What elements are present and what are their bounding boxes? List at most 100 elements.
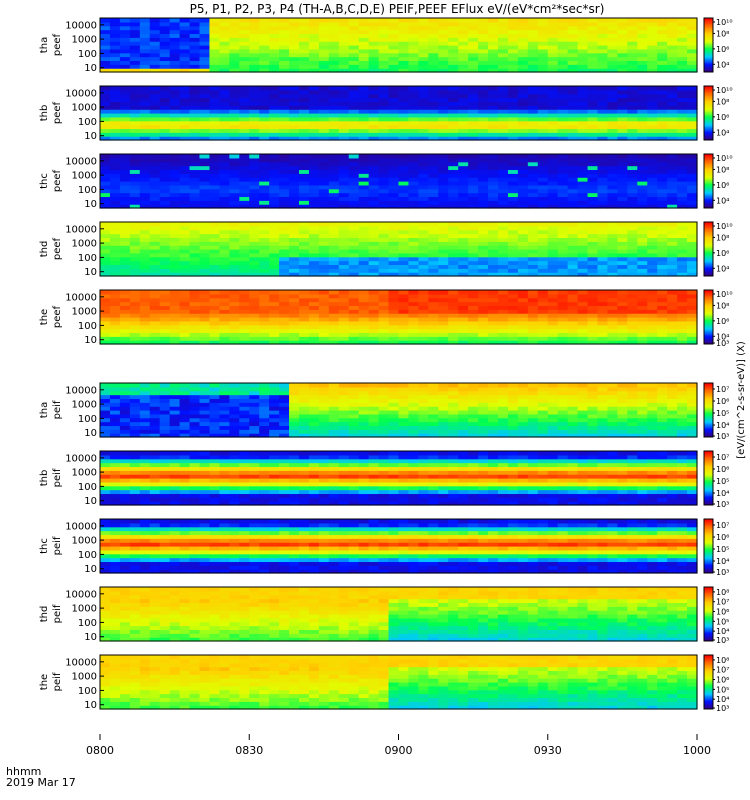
heatmap-cell	[229, 56, 240, 62]
heatmap-cell	[289, 222, 300, 227]
heatmap-cell	[517, 25, 529, 31]
heatmap-cell	[199, 136, 211, 141]
heatmap-cell	[478, 48, 489, 54]
heatmap-cell	[129, 37, 141, 42]
heatmap-cell	[358, 68, 370, 73]
heatmap-cell	[229, 165, 240, 171]
heatmap-cell	[607, 297, 618, 303]
heatmap-cell	[388, 429, 400, 434]
heatmap-cell	[687, 264, 698, 269]
heatmap-cell	[269, 293, 280, 299]
colorbar-segment	[704, 24, 713, 27]
heatmap-cell	[358, 293, 370, 299]
heatmap-cell	[169, 188, 181, 194]
heatmap-cell	[428, 340, 439, 345]
heatmap-cell	[537, 177, 549, 182]
heatmap-cell	[448, 37, 459, 42]
heatmap-cell	[269, 222, 280, 227]
heatmap-cell	[537, 37, 549, 42]
heatmap-cell	[557, 309, 569, 314]
heatmap-cell	[428, 41, 439, 46]
heatmap-cell	[129, 196, 141, 201]
heatmap-cell	[507, 252, 519, 258]
heatmap-cell	[219, 324, 230, 330]
heatmap-cell	[338, 249, 350, 254]
heatmap-cell	[100, 305, 111, 310]
heatmap-cell	[647, 320, 658, 326]
heatmap-cell	[358, 301, 370, 307]
heatmap-cell	[229, 41, 240, 46]
heatmap-cell	[209, 188, 220, 194]
heatmap-cell	[338, 241, 350, 246]
heatmap-cell	[368, 413, 380, 419]
heatmap-cell	[378, 177, 390, 182]
heatmap-cell	[269, 233, 280, 239]
heatmap-cell	[219, 340, 230, 345]
heatmap-cell	[647, 157, 658, 163]
heatmap-cell	[269, 68, 280, 73]
colorbar-segment	[704, 121, 713, 123]
heatmap-cell	[289, 45, 300, 50]
heatmap-cell	[199, 272, 211, 277]
heatmap-cell	[169, 301, 181, 307]
heatmap-cell	[348, 313, 360, 318]
heatmap-cell	[657, 204, 668, 209]
heatmap-cell	[259, 105, 270, 110]
heatmap-cell	[348, 204, 360, 209]
heatmap-cell	[547, 272, 559, 277]
heatmap-cell	[109, 60, 121, 65]
heatmap-cell	[328, 394, 340, 400]
heatmap-cell	[537, 260, 549, 266]
heatmap-cell	[299, 429, 310, 434]
heatmap-cell	[269, 136, 280, 141]
heatmap-cell	[537, 41, 549, 46]
heatmap-cell	[219, 116, 230, 122]
heatmap-cell	[398, 169, 410, 174]
heatmap-cell	[687, 105, 698, 110]
heatmap-cell	[249, 336, 260, 341]
heatmap-cell	[587, 136, 599, 141]
heatmap-cell	[169, 192, 181, 198]
heatmap-cell	[169, 241, 181, 246]
heatmap-cell	[398, 272, 410, 277]
heatmap-cell	[468, 324, 479, 330]
heatmap-cell	[657, 116, 668, 122]
heatmap-cell	[597, 33, 609, 38]
heatmap-cell	[458, 109, 469, 114]
heatmap-cell	[527, 260, 539, 266]
colorbar-segment	[704, 63, 713, 66]
heatmap-cell	[289, 394, 300, 400]
heatmap-cell	[279, 56, 290, 62]
heatmap-cell	[119, 124, 131, 130]
heatmap-cell	[448, 305, 459, 310]
heatmap-cell	[318, 410, 330, 415]
heatmap-cell	[408, 184, 419, 190]
heatmap-cell	[418, 18, 429, 23]
heatmap-cell	[547, 45, 559, 50]
heatmap-cell	[627, 165, 638, 171]
heatmap-cell	[289, 196, 300, 201]
heatmap-cell	[687, 128, 698, 133]
heatmap-cell	[129, 33, 141, 38]
heatmap-cell	[517, 41, 529, 46]
colorbar-segment	[704, 126, 713, 129]
heatmap-cell	[498, 222, 509, 227]
heatmap-cell	[557, 25, 569, 31]
heatmap-cell	[328, 181, 340, 186]
heatmap-cell	[109, 52, 121, 58]
colorbar-segment	[704, 55, 713, 58]
heatmap-cell	[547, 324, 559, 330]
heatmap-cell	[468, 97, 479, 103]
heatmap-cell	[537, 249, 549, 254]
heatmap-cell	[567, 204, 579, 209]
heatmap-cell	[567, 324, 579, 330]
heatmap-cell	[338, 165, 350, 171]
heatmap-cell	[269, 52, 280, 58]
heatmap-cell	[348, 386, 360, 392]
heatmap-cell	[199, 113, 211, 118]
colorbar-segment	[704, 53, 713, 55]
heatmap-cell	[468, 169, 479, 174]
heatmap-cell	[308, 181, 320, 186]
heatmap-cell	[358, 157, 370, 163]
heatmap-cell	[129, 25, 141, 31]
